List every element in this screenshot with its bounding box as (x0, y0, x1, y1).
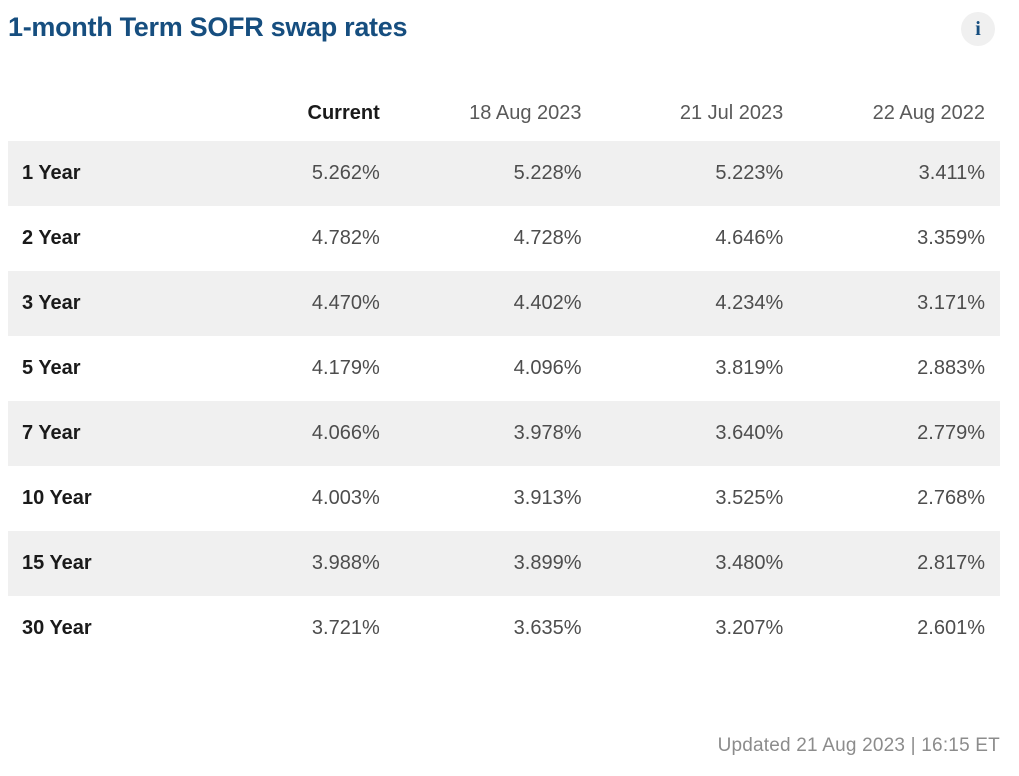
rate-cell: 4.234% (715, 292, 784, 314)
rate-cell: 2.768% (917, 487, 985, 509)
row-label: 30 Year (22, 617, 92, 639)
rate-cell: 3.171% (917, 292, 985, 314)
table-row: 5 Year 4.179% 4.096% 3.819% 2.883% (8, 336, 1000, 401)
rate-cell: 4.646% (715, 227, 784, 249)
rate-cell: 3.635% (513, 617, 582, 639)
rate-cell: 3.988% (311, 552, 380, 574)
rate-cell: 4.179% (311, 357, 380, 379)
rate-cell: 3.480% (715, 552, 784, 574)
rate-cell: 4.470% (311, 292, 380, 314)
row-label: 5 Year (22, 357, 81, 379)
row-label: 3 Year (22, 292, 81, 314)
row-label: 10 Year (22, 487, 92, 509)
rate-cell: 3.525% (715, 487, 784, 509)
rate-cell: 2.883% (917, 357, 985, 379)
header-empty-cell (8, 86, 193, 141)
row-label: 15 Year (22, 552, 92, 574)
rate-cell: 5.223% (715, 162, 784, 184)
rate-cell: 4.728% (513, 227, 582, 249)
table-body: 1 Year 5.262% 5.228% 5.223% 3.411% 2 Year 4.78… (8, 141, 1000, 661)
row-label: 1 Year (22, 162, 81, 184)
rate-cell: 3.640% (715, 422, 784, 444)
header-current: Current (307, 102, 380, 124)
rate-cell: 3.721% (311, 617, 380, 639)
info-icon[interactable]: i (961, 12, 995, 46)
rate-cell: 3.207% (715, 617, 784, 639)
page-title: 1-month Term SOFR swap rates (8, 12, 408, 42)
rate-cell: 4.003% (311, 487, 380, 509)
rate-cell: 3.978% (513, 422, 582, 444)
widget-header: 1-month Term SOFR swap rates i (0, 0, 1019, 46)
updated-timestamp: Updated 21 Aug 2023 | 16:15 ET (717, 735, 1000, 756)
rate-cell: 5.228% (513, 162, 582, 184)
rate-cell: 5.262% (311, 162, 380, 184)
rate-cell: 3.899% (513, 552, 582, 574)
rate-cell: 4.096% (513, 357, 582, 379)
header-date-22aug2022: 22 Aug 2022 (872, 102, 985, 124)
table-header: Current 18 Aug 2023 21 Jul 2023 22 Aug 2… (8, 86, 1000, 141)
header-date-18aug2023: 18 Aug 2023 (469, 102, 582, 124)
row-label: 2 Year (22, 227, 81, 249)
rate-cell: 4.066% (311, 422, 380, 444)
table-row: 3 Year 4.470% 4.402% 4.234% 3.171% (8, 271, 1000, 336)
header-date-21jul2023: 21 Jul 2023 (679, 102, 784, 124)
row-label: 7 Year (22, 422, 81, 444)
table-row: 2 Year 4.782% 4.728% 4.646% 3.359% (8, 206, 1000, 271)
rate-cell: 2.779% (917, 422, 985, 444)
rate-cell: 4.402% (513, 292, 582, 314)
rate-cell: 3.819% (715, 357, 784, 379)
table-row: 1 Year 5.262% 5.228% 5.223% 3.411% (8, 141, 1000, 206)
table-row: 7 Year 4.066% 3.978% 3.640% 2.779% (8, 401, 1000, 466)
rate-cell: 2.601% (917, 617, 985, 639)
swap-rates-table: Current 18 Aug 2023 21 Jul 2023 22 Aug 2… (8, 86, 1000, 661)
rate-cell: 3.913% (513, 487, 582, 509)
rate-cell: 2.817% (917, 552, 985, 574)
table-row: 30 Year 3.721% 3.635% 3.207% 2.601% (8, 596, 1000, 661)
rate-cell: 3.359% (917, 227, 985, 249)
table-row: 10 Year 4.003% 3.913% 3.525% 2.768% (8, 466, 1000, 531)
table-row: 15 Year 3.988% 3.899% 3.480% 2.817% (8, 531, 1000, 596)
table-header-row: Current 18 Aug 2023 21 Jul 2023 22 Aug 2… (8, 86, 1000, 141)
rate-cell: 3.411% (918, 162, 985, 184)
rate-cell: 4.782% (311, 227, 380, 249)
